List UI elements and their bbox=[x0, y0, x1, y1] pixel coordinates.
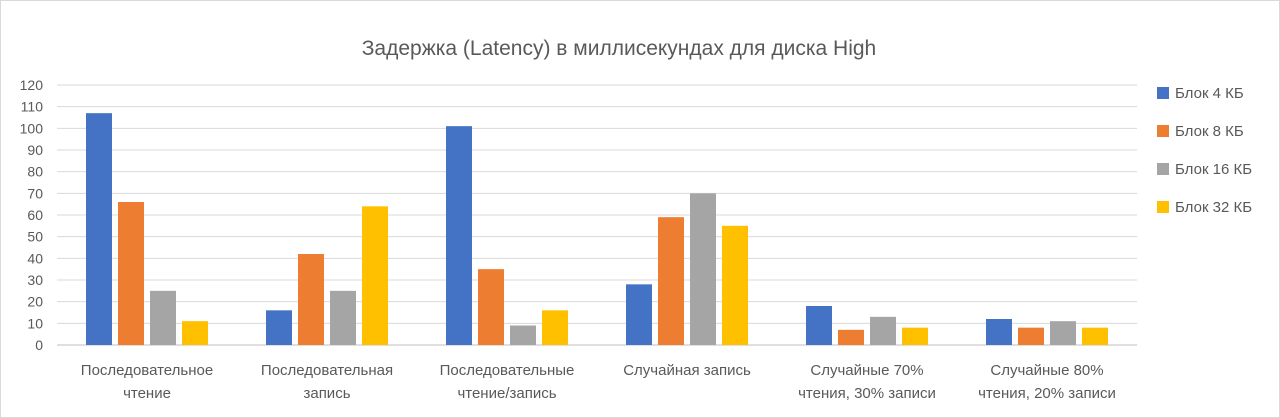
legend: Блок 4 КБ Блок 8 КБ Блок 16 КБ Блок 32 КБ bbox=[1157, 85, 1252, 216]
x-category-label: Случайные 70% bbox=[810, 362, 923, 379]
x-category-label: Случайные 80% bbox=[990, 362, 1103, 379]
bars bbox=[86, 113, 1108, 346]
bar bbox=[658, 217, 684, 345]
x-category-label: запись bbox=[303, 385, 350, 402]
bar bbox=[870, 316, 896, 345]
x-axis-categories: Последовательное чтение Последовательная за… bbox=[81, 362, 1116, 402]
bar bbox=[722, 225, 748, 345]
bar bbox=[690, 193, 716, 345]
y-tick-label: 50 bbox=[27, 229, 43, 245]
y-tick-label: 120 bbox=[20, 77, 44, 93]
bar bbox=[1050, 321, 1076, 345]
bar bbox=[330, 290, 356, 345]
y-tick-label: 110 bbox=[21, 99, 44, 115]
chart-title: Задержка (Latency) в миллисекундах для д… bbox=[362, 37, 876, 60]
bar bbox=[1082, 327, 1108, 345]
bar bbox=[510, 325, 536, 345]
y-axis-ticks: 0 10 20 30 40 50 60 70 80 90 100 110 120 bbox=[20, 77, 44, 353]
bar bbox=[150, 290, 176, 345]
legend-swatch bbox=[1157, 201, 1169, 213]
x-category-label: Последовательное bbox=[81, 362, 213, 379]
bar bbox=[902, 327, 928, 345]
x-category-label: Случайная запись bbox=[623, 362, 751, 379]
legend-label: Блок 8 КБ bbox=[1175, 123, 1244, 140]
legend-swatch bbox=[1157, 125, 1169, 137]
y-tick-label: 0 bbox=[35, 337, 43, 353]
bar bbox=[542, 310, 568, 345]
x-category-label: Последовательные bbox=[440, 362, 575, 379]
legend-swatch bbox=[1157, 163, 1169, 175]
gridlines bbox=[57, 84, 1137, 346]
bar bbox=[182, 321, 208, 345]
bar bbox=[626, 284, 652, 345]
bar bbox=[838, 329, 864, 345]
x-category-label: Последовательная bbox=[261, 362, 393, 379]
bar bbox=[266, 310, 292, 345]
bar bbox=[986, 319, 1012, 345]
y-tick-label: 20 bbox=[27, 294, 43, 310]
bar bbox=[86, 113, 112, 346]
legend-label: Блок 32 КБ bbox=[1175, 199, 1252, 216]
y-tick-label: 80 bbox=[27, 164, 43, 180]
y-tick-label: 100 bbox=[20, 120, 44, 136]
x-category-label: чтение bbox=[123, 385, 171, 402]
bar bbox=[1018, 327, 1044, 345]
y-tick-label: 40 bbox=[27, 250, 43, 266]
legend-label: Блок 16 КБ bbox=[1175, 161, 1252, 178]
bar bbox=[478, 269, 504, 345]
legend-swatch bbox=[1157, 87, 1169, 99]
y-tick-label: 10 bbox=[27, 315, 43, 331]
bar bbox=[806, 306, 832, 345]
x-category-label: чтение/запись bbox=[457, 385, 556, 402]
x-category-label: чтения, 20% записи bbox=[978, 385, 1116, 402]
y-tick-label: 70 bbox=[27, 185, 43, 201]
x-category-label: чтения, 30% записи bbox=[798, 385, 936, 402]
bar bbox=[298, 254, 324, 345]
y-tick-label: 60 bbox=[27, 207, 43, 223]
bar bbox=[446, 126, 472, 346]
bar bbox=[362, 206, 388, 345]
y-tick-label: 30 bbox=[27, 272, 43, 288]
y-tick-label: 90 bbox=[27, 142, 43, 158]
legend-label: Блок 4 КБ bbox=[1175, 85, 1244, 102]
bar bbox=[118, 202, 144, 345]
